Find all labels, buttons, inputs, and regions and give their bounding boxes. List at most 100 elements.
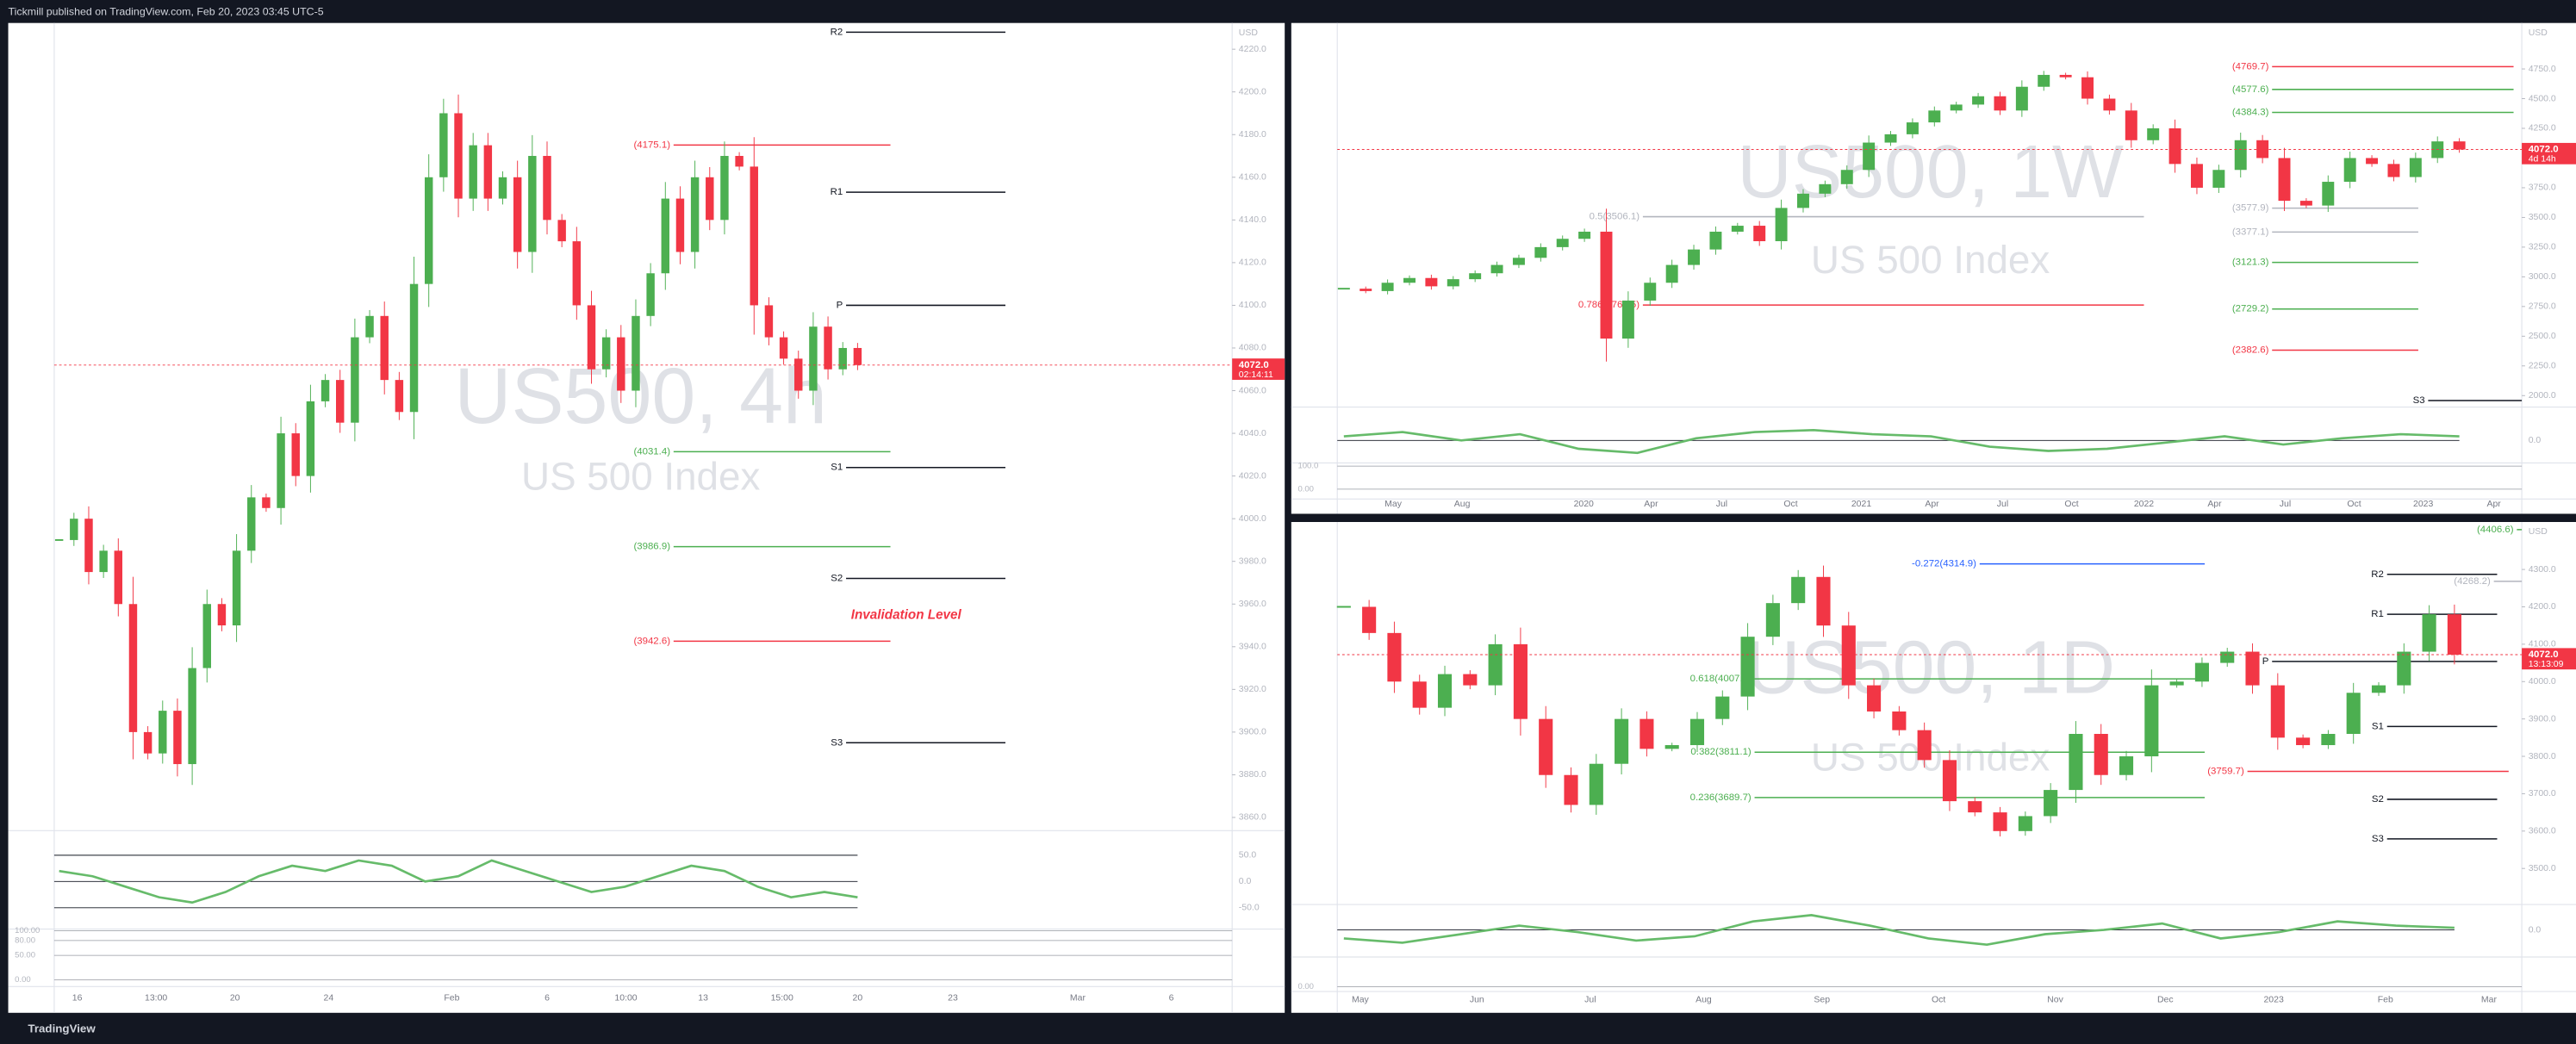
y-tick-label: 4200.0 bbox=[2529, 602, 2556, 612]
y-tick-label: 3980.0 bbox=[1239, 556, 1266, 566]
stoch-tick-label: 0.00 bbox=[15, 975, 31, 985]
candle bbox=[1437, 674, 1453, 708]
y-tick-label: 4200.0 bbox=[1239, 87, 1266, 96]
candle bbox=[1362, 606, 1377, 633]
y-tick-label: 4140.0 bbox=[1239, 215, 1266, 225]
candle bbox=[277, 433, 285, 508]
candle bbox=[262, 497, 271, 508]
candle bbox=[1403, 277, 1416, 283]
candle bbox=[1791, 576, 1806, 604]
x-tick-label: 2021 bbox=[1851, 500, 1871, 509]
candle bbox=[824, 326, 832, 370]
candle bbox=[1469, 273, 1482, 280]
candle bbox=[513, 177, 522, 252]
x-tick-label: Feb bbox=[2378, 995, 2393, 1004]
level-label: (3377.1) bbox=[2232, 227, 2269, 237]
candle bbox=[646, 273, 655, 316]
candle bbox=[2447, 614, 2461, 656]
countdown-label: 02:14:11 bbox=[1239, 370, 1273, 380]
oscillator-line bbox=[1343, 914, 2455, 947]
x-tick-label: May bbox=[1352, 995, 1370, 1004]
x-tick-label: Jul bbox=[1584, 995, 1596, 1004]
y-tick-label: 4080.0 bbox=[1239, 344, 1266, 353]
x-tick-label: Sep bbox=[1814, 995, 1830, 1004]
candle bbox=[306, 401, 315, 476]
y-tick-label: 3250.0 bbox=[2529, 243, 2556, 252]
candle bbox=[188, 668, 196, 765]
candle bbox=[2387, 164, 2400, 177]
candle bbox=[1556, 239, 1569, 247]
x-tick-label: 13 bbox=[698, 993, 708, 1003]
annotation: Invalidation Level bbox=[851, 608, 962, 623]
y-tick-label: 4100.0 bbox=[2529, 640, 2556, 649]
candle bbox=[1578, 231, 1591, 239]
candle bbox=[454, 113, 463, 199]
candle bbox=[2346, 693, 2361, 735]
last-price-label: 4072.0 bbox=[1239, 360, 1269, 370]
candle bbox=[2044, 790, 2058, 817]
watermark-title: US500, 1D bbox=[1745, 625, 2115, 709]
osc-tick-label: 0.0 bbox=[1239, 877, 1252, 886]
candle bbox=[2299, 201, 2312, 206]
candle bbox=[2371, 685, 2386, 693]
candle bbox=[794, 358, 803, 391]
level-label: S3 bbox=[831, 737, 843, 748]
x-tick-label: 13:00 bbox=[145, 993, 167, 1003]
candle bbox=[690, 177, 700, 252]
candle bbox=[1840, 170, 1853, 184]
candle bbox=[632, 315, 640, 391]
candle bbox=[70, 519, 78, 540]
candle bbox=[1534, 246, 1547, 258]
candle bbox=[675, 198, 685, 252]
stoch-tick-label: 100.00 bbox=[15, 926, 40, 935]
candle bbox=[2296, 737, 2311, 746]
x-tick-label: Oct bbox=[2347, 500, 2361, 509]
level-label: (2729.2) bbox=[2232, 304, 2269, 314]
level-label: (4577.6) bbox=[2232, 84, 2269, 95]
candle bbox=[572, 241, 582, 306]
last-price-tag bbox=[2522, 142, 2576, 165]
candle bbox=[1867, 685, 1882, 712]
y-tick-label: 4100.0 bbox=[1239, 301, 1266, 310]
candle bbox=[483, 145, 493, 199]
level-label: S2 bbox=[2372, 794, 2384, 805]
candle bbox=[720, 156, 729, 221]
candle bbox=[2321, 734, 2336, 746]
chart-panel bbox=[1291, 522, 2576, 1013]
level-label: (3577.9) bbox=[2232, 203, 2269, 214]
x-tick-label: 2022 bbox=[2134, 500, 2154, 509]
y-tick-label: 4040.0 bbox=[1239, 429, 1266, 438]
candle bbox=[1488, 643, 1503, 686]
candle bbox=[1740, 637, 1755, 697]
candle bbox=[1512, 258, 1525, 265]
candle bbox=[2220, 651, 2235, 663]
candle bbox=[1765, 603, 1780, 637]
x-tick-label: 16 bbox=[72, 993, 83, 1003]
level-label: 0.236(3689.7) bbox=[1690, 792, 1752, 803]
candle bbox=[1942, 760, 1957, 802]
candle bbox=[1816, 576, 1831, 626]
x-tick-label: Apr bbox=[1644, 500, 1658, 509]
candle bbox=[1387, 632, 1402, 682]
y-tick-label: 4060.0 bbox=[1239, 386, 1266, 395]
candle bbox=[114, 550, 123, 605]
level-label: S3 bbox=[2372, 834, 2384, 844]
candle bbox=[2422, 614, 2436, 652]
x-tick-label: 2020 bbox=[1574, 500, 1594, 509]
candle bbox=[365, 315, 374, 338]
candle bbox=[2168, 127, 2181, 165]
x-tick-label: Feb bbox=[444, 993, 459, 1003]
level-label: S1 bbox=[2372, 721, 2384, 731]
candle bbox=[1412, 681, 1427, 708]
level-label: -0.272(4314.9) bbox=[1912, 559, 1976, 569]
candle bbox=[1689, 718, 1705, 746]
candle bbox=[1664, 745, 1679, 749]
x-tick-label: 6 bbox=[1169, 993, 1174, 1003]
y-tick-label: 3960.0 bbox=[1239, 600, 1266, 609]
candle bbox=[2094, 734, 2108, 775]
currency-label: USD bbox=[1239, 28, 1259, 38]
candle bbox=[320, 380, 330, 401]
candle bbox=[1753, 226, 1766, 241]
y-tick-label: 4180.0 bbox=[1239, 130, 1266, 140]
